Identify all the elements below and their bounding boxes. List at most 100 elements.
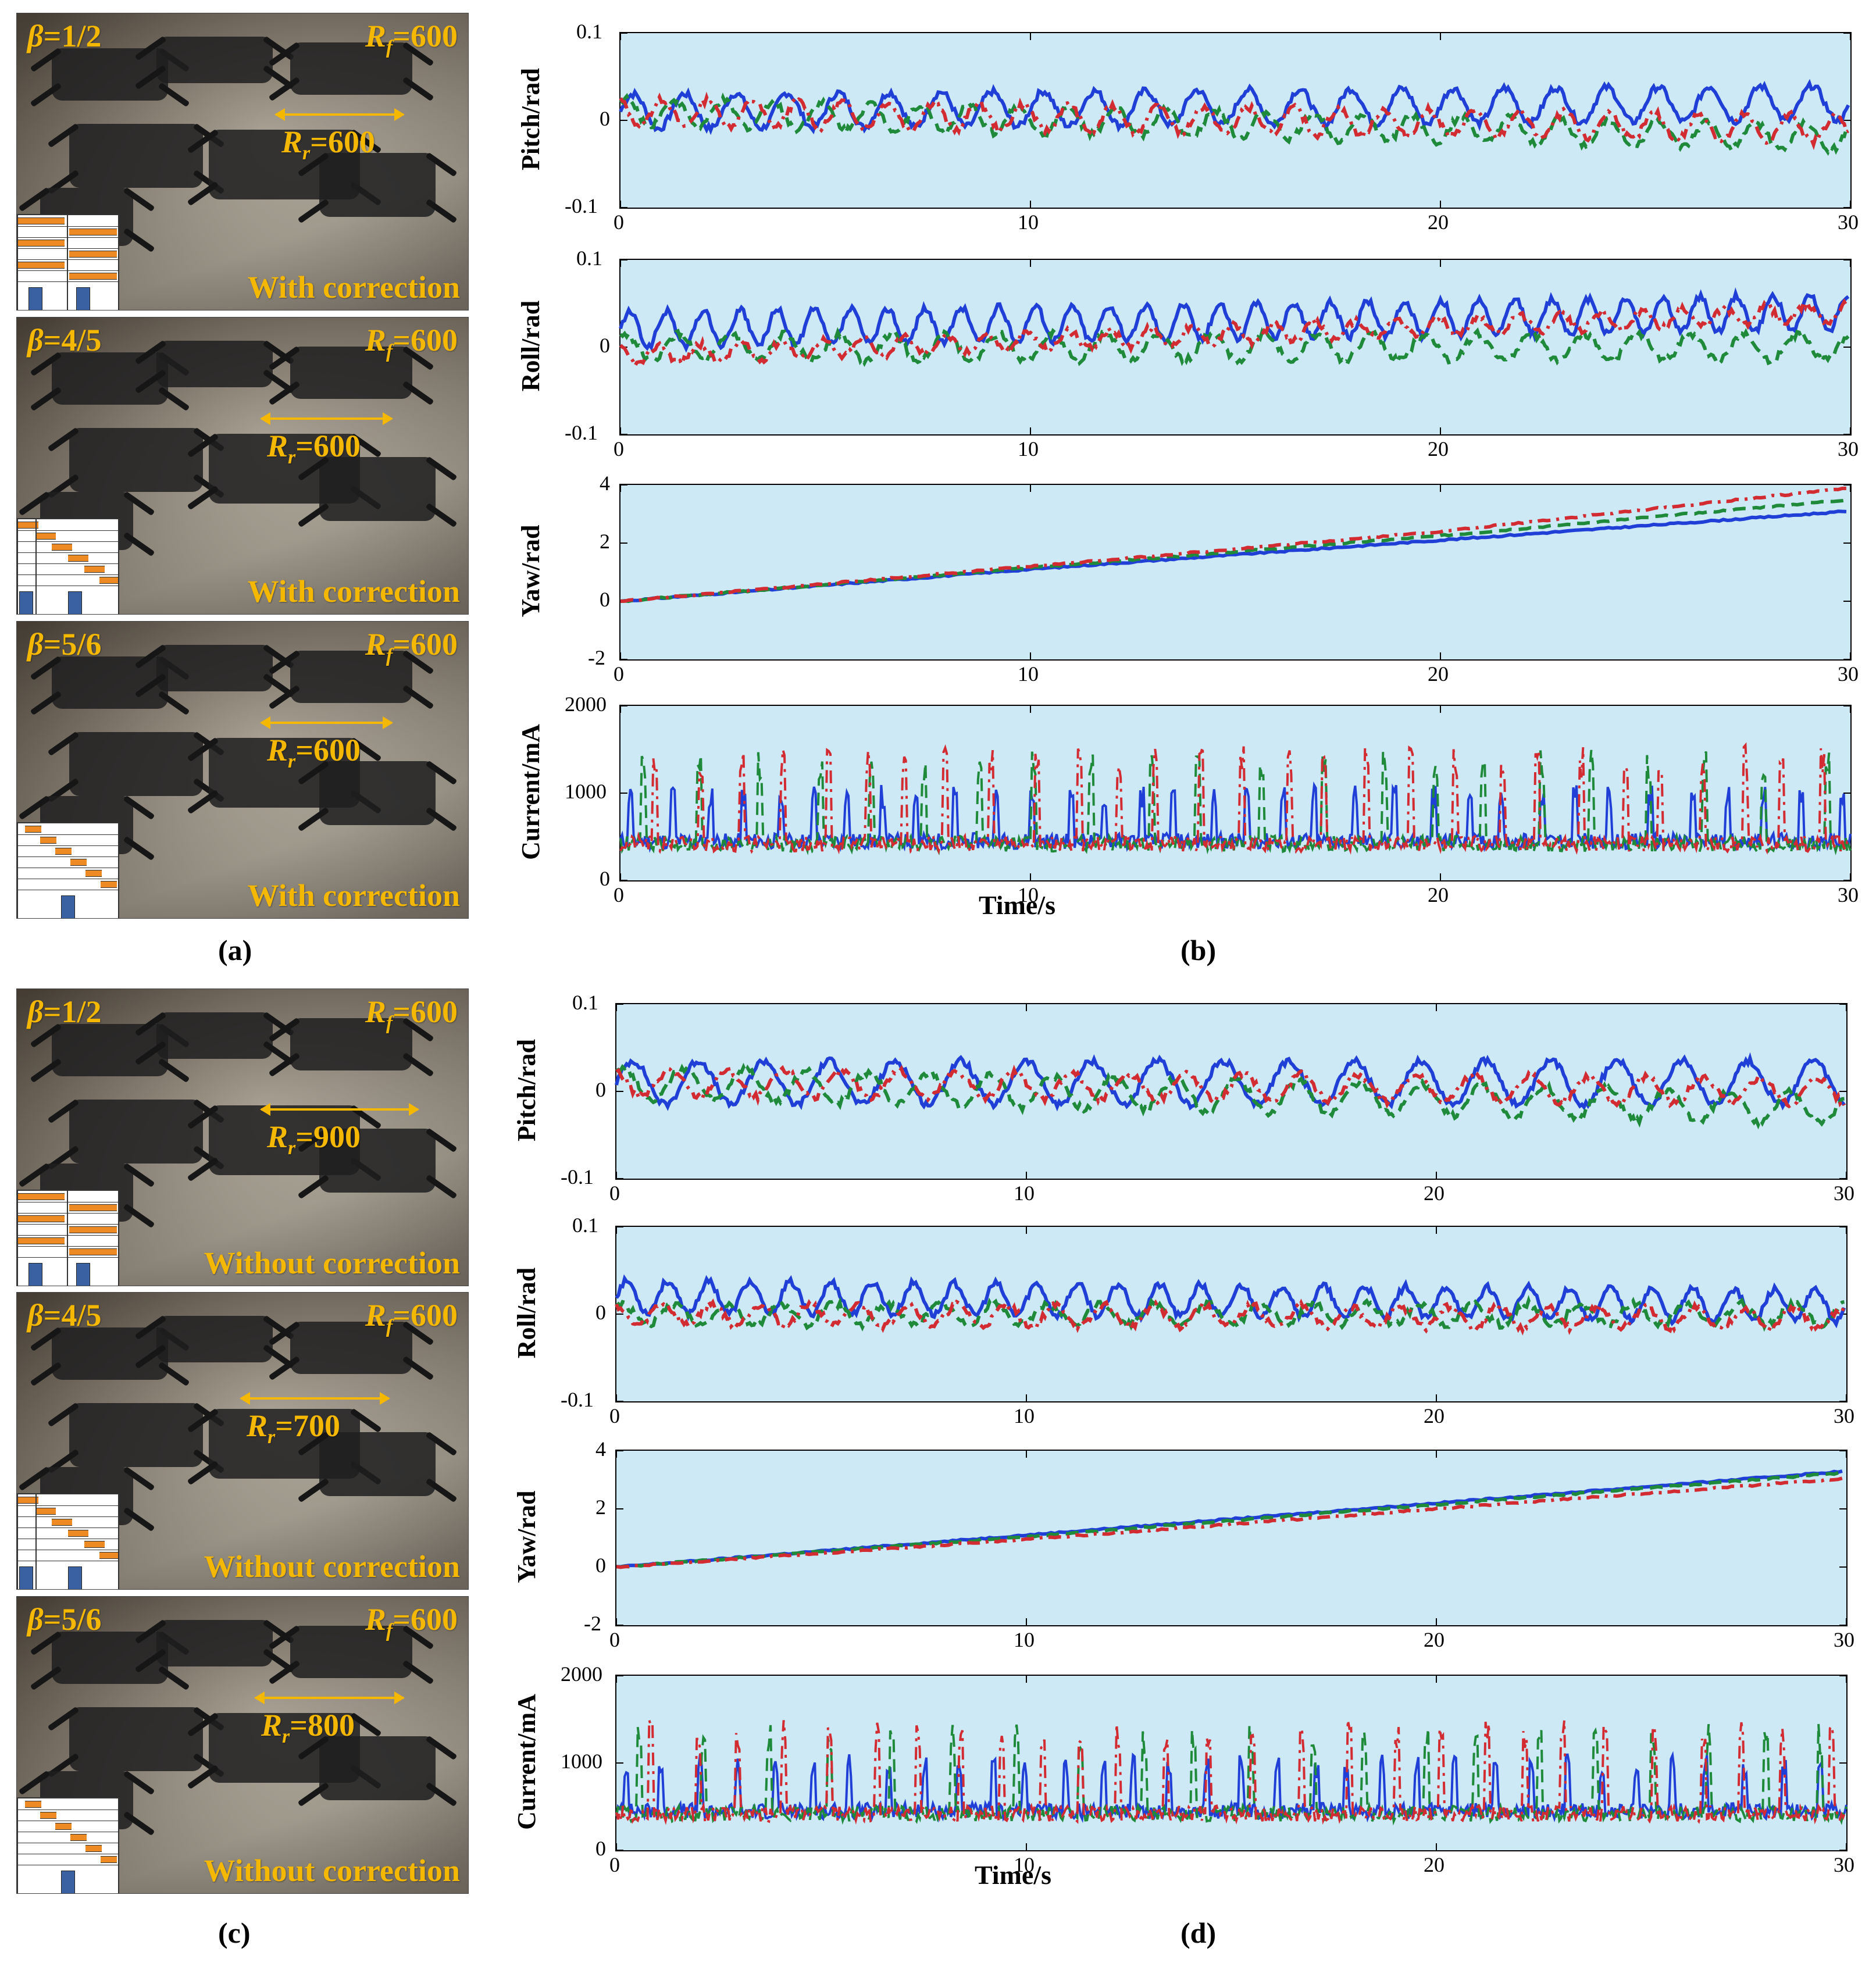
plot-svg: [616, 1450, 1847, 1626]
rr-subscript: r: [288, 750, 296, 772]
gait-phase-bar: [18, 217, 65, 224]
robot-body: [156, 37, 273, 83]
robot-photo: β=1/2 Rf=600 Rr=600 With correction: [16, 13, 469, 311]
rr-value: =700: [275, 1408, 341, 1443]
x-tick-label: 10: [1018, 437, 1039, 461]
distance-arrow: [260, 412, 393, 425]
series-line-dashed: [619, 750, 1852, 856]
rf-subscript: f: [386, 36, 393, 58]
correction-caption: With correction: [247, 574, 460, 609]
rf-subscript: f: [386, 1012, 393, 1034]
series-line-dashed: [615, 1062, 1845, 1130]
plot-area-pitch: [619, 32, 1852, 209]
stance-block: [28, 1263, 42, 1286]
gait-phase-bar: [85, 1845, 102, 1852]
gait-phase-bar: [40, 1812, 56, 1819]
plot-area-yaw: [619, 484, 1852, 661]
series-line-dashed: [619, 92, 1850, 156]
correction-caption: Without correction: [204, 1245, 460, 1280]
robot-body: [69, 124, 203, 188]
x-tick-label: 20: [1428, 662, 1449, 686]
rf-label: Rf=600: [365, 322, 458, 363]
robot-body: [156, 1620, 273, 1666]
robot-body: [290, 651, 412, 703]
plot-svg: [619, 259, 1851, 435]
y-tick-label: 0: [600, 588, 610, 611]
beta-symbol: β: [27, 1298, 44, 1333]
robot-photo: β=5/6 Rf=600 Rr=600 With correction: [16, 621, 469, 919]
gait-phase-bar: [18, 1497, 38, 1504]
plot-svg: [619, 33, 1851, 208]
beta-value: =4/5: [43, 323, 102, 358]
plot-svg: [615, 1675, 1848, 1851]
plot-svg: [615, 1004, 1847, 1179]
x-tick-label: 30: [1838, 662, 1859, 686]
x-tick-label: 20: [1428, 210, 1449, 234]
robot-photo: β=5/6 Rf=600 Rr=800 Without correction: [16, 1596, 469, 1894]
plot-area-yaw: [615, 1450, 1848, 1626]
x-tick-label: 30: [1838, 210, 1859, 234]
y-tick-label: 1000: [565, 780, 607, 803]
x-tick-label: 10: [1014, 1182, 1035, 1205]
stance-block: [28, 287, 42, 310]
stance-block: [61, 1871, 75, 1893]
gait-phase-bar: [69, 1248, 117, 1255]
x-tick-label: 0: [609, 1182, 620, 1205]
correction-caption: With correction: [247, 878, 460, 913]
x-tick-label: 20: [1424, 1853, 1445, 1876]
y-tick-label: -2: [584, 1612, 601, 1635]
rr-value: =600: [295, 733, 361, 768]
correction-caption: Without correction: [204, 1853, 460, 1888]
gait-phase-bar: [18, 522, 38, 529]
gait-phase-bar: [40, 837, 56, 844]
y-tick-label: 1000: [561, 1750, 602, 1773]
distance-arrow: [260, 716, 393, 729]
y-tick-label: -2: [588, 646, 605, 669]
beta-symbol: β: [27, 1602, 44, 1637]
robot-photo: β=4/5 Rf=600 Rr=700 Without correction: [16, 1292, 469, 1590]
y-axis-label: Current/mA: [516, 724, 545, 860]
rr-subscript: r: [288, 1137, 296, 1159]
series-line-dashdot: [615, 1719, 1848, 1826]
gait-phase-bar: [69, 251, 117, 258]
beta-symbol: β: [27, 19, 44, 53]
x-tick-label: 20: [1428, 437, 1449, 461]
robot-body: [319, 1129, 436, 1193]
y-axis-label: Current/mA: [512, 1694, 541, 1830]
y-tick-label: 4: [600, 472, 610, 495]
stance-block: [76, 287, 90, 310]
gait-phase-bar: [55, 848, 72, 855]
x-tick-label: 0: [609, 1628, 620, 1651]
y-axis-label: Yaw/rad: [512, 1490, 541, 1583]
x-tick-label: 0: [614, 210, 624, 234]
rf-value: =600: [393, 1298, 458, 1333]
rf-label: Rf=600: [365, 1601, 458, 1642]
robot-body: [156, 1012, 273, 1059]
gait-diagram: [17, 1493, 119, 1589]
x-axis-label: Time/s: [978, 890, 1055, 920]
y-tick-label: 0: [595, 1301, 606, 1324]
stance-block: [68, 591, 82, 614]
beta-symbol: β: [27, 994, 44, 1029]
robot-body: [290, 347, 412, 399]
series-line-dashdot: [619, 91, 1849, 151]
x-tick-label: 10: [1018, 662, 1039, 686]
robot-body: [156, 645, 273, 691]
robot-photo: β=1/2 Rf=600 Rr=900 Without correction: [16, 988, 469, 1286]
robot-body: [69, 428, 203, 492]
y-tick-label: 4: [595, 1437, 606, 1461]
series-line-solid: [615, 1052, 1846, 1112]
rf-value: =600: [393, 1602, 458, 1637]
gait-phase-bar: [85, 870, 102, 877]
rf-value: =600: [393, 323, 458, 358]
beta-symbol: β: [27, 627, 44, 662]
panel-label-c: (c): [218, 1917, 251, 1949]
plot-area-pitch: [615, 1003, 1848, 1180]
robot-body: [69, 1707, 203, 1771]
y-tick-label: 2000: [565, 693, 607, 716]
x-tick-label: 0: [609, 1404, 620, 1427]
gait-phase-bar: [69, 1226, 117, 1233]
stance-block: [19, 1566, 33, 1589]
series-line-dashed: [620, 498, 1847, 604]
y-axis-label: Pitch/rad: [516, 68, 545, 170]
